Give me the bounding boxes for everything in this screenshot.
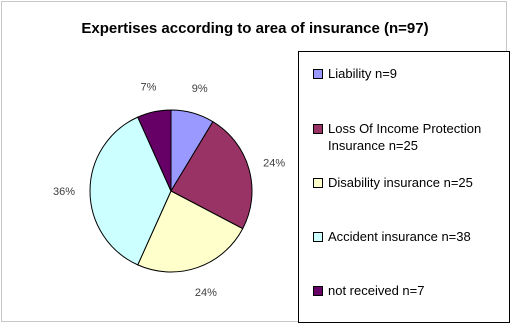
slice-percent-label: 36% xyxy=(53,186,75,198)
legend-label: Disability insurance n=25 xyxy=(328,175,473,190)
slice-percent-label: 24% xyxy=(195,287,217,299)
pie-slice-1 xyxy=(170,120,253,230)
legend-label: Liability n=9 xyxy=(328,66,398,81)
legend: Liability n=9 Loss Of Income Protection I… xyxy=(298,51,510,323)
chart-title: Expertises according to area of insuranc… xyxy=(81,20,429,37)
slice-percent-label: 9% xyxy=(192,83,208,95)
slice-percent-label: 24% xyxy=(263,157,285,169)
legend-label: not received n=7 xyxy=(328,283,425,298)
legend-swatch xyxy=(313,69,323,79)
legend-label: Accident insurance n=38 xyxy=(328,229,471,244)
legend-item: Liability n=9 xyxy=(313,65,509,82)
legend-item: Accident insurance n=38 xyxy=(313,228,509,245)
legend-swatch xyxy=(313,124,323,134)
legend-item: Loss Of Income Protection Insurance n=25 xyxy=(313,120,509,154)
pie-slice-2 xyxy=(137,190,244,273)
legend-label: Loss Of Income Protection Insurance n=25 xyxy=(328,121,482,153)
legend-swatch xyxy=(313,178,323,188)
legend-item: not received n=7 xyxy=(313,282,509,299)
pie-slice-4 xyxy=(137,109,172,192)
legend-swatch xyxy=(313,286,323,296)
legend-swatch xyxy=(313,232,323,242)
legend-item: Disability insurance n=25 xyxy=(313,174,509,191)
pie-slice-3 xyxy=(89,116,172,266)
slice-percent-label: 7% xyxy=(141,81,157,93)
